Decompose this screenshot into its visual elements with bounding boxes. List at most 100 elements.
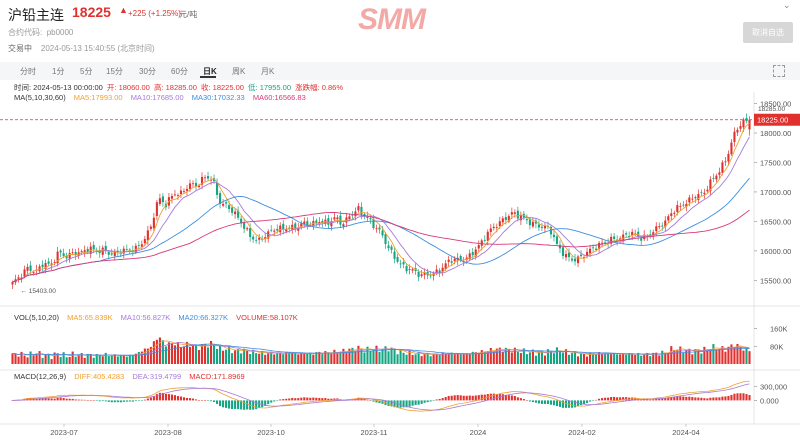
- volume-bar: [739, 347, 742, 364]
- candle-body: [249, 228, 252, 237]
- candle-body: [441, 267, 444, 272]
- volume-bar: [709, 349, 712, 364]
- macd-bar: [152, 396, 155, 401]
- candle-body: [724, 161, 727, 163]
- tab-1min[interactable]: 1分: [52, 67, 65, 76]
- macd-bar: [531, 400, 534, 403]
- candle-body: [182, 191, 186, 193]
- macd-legend: MACD(12,26,9) DIFF:405.4283 DEA:319.4799…: [14, 372, 251, 381]
- volume-bar: [14, 353, 17, 364]
- macd-bar: [646, 399, 649, 401]
- candle-body: [610, 236, 613, 244]
- volume-bar: [667, 352, 670, 364]
- macd-bar: [65, 398, 68, 401]
- volume-bar: [185, 341, 189, 364]
- volume-bar: [80, 353, 83, 364]
- candle-body: [595, 248, 598, 250]
- macd-bar: [420, 400, 423, 404]
- chevron-down-icon[interactable]: ⌄: [783, 0, 791, 10]
- macd-bar: [625, 397, 628, 401]
- macd-value-legend: MACD:171.8969: [189, 372, 245, 381]
- macd-bar: [372, 400, 375, 402]
- price-tick-label: 16000.00: [760, 247, 791, 256]
- trade-status: 交易中: [8, 44, 32, 53]
- tab-60min[interactable]: 60分: [171, 67, 188, 76]
- macd-bar: [480, 394, 483, 401]
- volume-bar: [420, 356, 423, 364]
- candle-body: [468, 253, 471, 260]
- diff-line: [12, 380, 750, 412]
- tab-5min[interactable]: 5分: [80, 67, 93, 76]
- candle-body: [74, 251, 77, 256]
- volume-bar: [363, 352, 366, 364]
- volume-bar: [519, 353, 522, 364]
- volume-bar: [408, 350, 411, 364]
- macd-bar: [504, 394, 507, 401]
- cancel-favorite-button[interactable]: 取消自选: [743, 22, 793, 43]
- candle-body: [564, 253, 568, 258]
- macd-bar: [477, 395, 480, 401]
- macd-bar: [727, 395, 730, 401]
- candle-body: [128, 249, 131, 251]
- volume-bar: [50, 359, 53, 364]
- macd-bar: [670, 397, 673, 401]
- macd-bar: [240, 400, 243, 410]
- macd-bar: [525, 400, 528, 401]
- tab-30min[interactable]: 30分: [139, 67, 156, 76]
- tab-weekly-k[interactable]: 周K: [232, 67, 246, 76]
- volume-bar: [414, 354, 417, 364]
- info-low: 低: 17955.00: [248, 83, 291, 92]
- macd-bar: [447, 395, 450, 401]
- volume-bar: [468, 354, 471, 364]
- macd-bar: [393, 400, 396, 408]
- macd-bar: [206, 400, 210, 401]
- macd-bar: [297, 398, 300, 401]
- candle-body: [369, 218, 372, 220]
- volume-bar: [450, 352, 453, 364]
- macd-bar: [586, 400, 589, 403]
- macd-bar: [667, 397, 670, 401]
- macd-bar: [694, 397, 697, 401]
- candle-body: [519, 215, 522, 221]
- candle-body: [65, 255, 68, 259]
- tab-timeshare[interactable]: 分时: [20, 67, 36, 76]
- volume-bar: [504, 347, 507, 364]
- macd-bar: [276, 400, 279, 401]
- volume-bar: [179, 346, 183, 364]
- tab-daily-k[interactable]: 日K: [203, 67, 217, 76]
- volume-bar: [411, 354, 414, 364]
- volume-bar: [261, 350, 264, 364]
- macd-bar: [149, 397, 152, 401]
- macd-bar: [721, 396, 724, 401]
- candle-body: [152, 217, 155, 229]
- volume-bar: [444, 353, 447, 364]
- candle-body: [582, 257, 586, 259]
- fullscreen-icon[interactable]: [773, 65, 785, 77]
- macd-bar: [739, 393, 742, 401]
- macd-bar: [176, 396, 180, 401]
- volume-bar: [140, 351, 143, 364]
- candle-body: [694, 197, 697, 199]
- volume-bar: [495, 348, 498, 364]
- macd-bar: [540, 400, 543, 404]
- candle-body: [203, 177, 207, 179]
- vol-ma5-legend: MA5:65.839K: [67, 313, 113, 322]
- price-tick-label: 18000.00: [760, 129, 791, 138]
- candle-body: [216, 182, 219, 195]
- volume-bar: [35, 353, 38, 364]
- volume-bar: [194, 345, 198, 364]
- candle-body: [20, 277, 23, 279]
- volume-bar: [634, 354, 637, 364]
- macd-bar: [231, 400, 234, 410]
- macd-bar: [745, 394, 748, 401]
- volume-bar: [700, 353, 703, 364]
- volume-bar: [345, 353, 348, 364]
- volume-bar: [41, 357, 44, 364]
- tab-15min[interactable]: 15分: [106, 67, 123, 76]
- volume-bar: [706, 349, 709, 364]
- tab-monthly-k[interactable]: 月K: [261, 67, 275, 76]
- macd-bar: [546, 400, 550, 405]
- candle-body: [252, 236, 255, 240]
- price-change: +225 (+1.25%): [128, 9, 181, 18]
